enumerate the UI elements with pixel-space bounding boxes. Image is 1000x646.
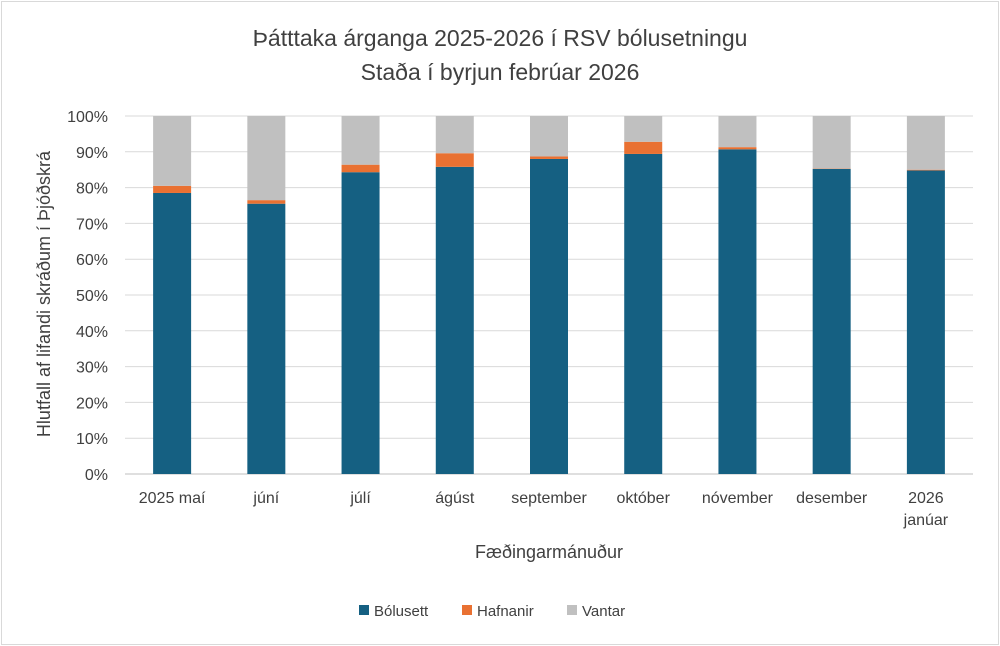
chart-subtitle: Staða í byrjun febrúar 2026	[361, 59, 640, 85]
legend: Bólusett Hafnanir Vantar	[359, 603, 625, 620]
bar-hafnanir	[718, 147, 757, 150]
legend-label: Hafnanir	[477, 603, 534, 620]
y-tick-label: 20%	[76, 395, 108, 412]
x-tick-label: 2025 maí	[139, 490, 206, 507]
bar-bólusett	[718, 149, 757, 474]
bar-vantar	[624, 116, 663, 142]
y-tick-label: 10%	[76, 431, 108, 448]
x-axis-title: Fæðingarmánuður	[475, 542, 623, 562]
legend-label: Bólusett	[374, 603, 429, 620]
bar-hafnanir	[906, 169, 945, 171]
bar-bólusett	[247, 203, 286, 474]
bar-vantar	[435, 116, 474, 154]
x-tick-label: júní	[252, 490, 279, 507]
x-tick-label: ágúst	[435, 490, 475, 507]
bar-hafnanir	[341, 164, 380, 173]
bar-vantar	[530, 116, 568, 157]
bar-hafnanir	[530, 156, 568, 159]
bar-bólusett	[906, 170, 945, 474]
bar-vantar	[812, 116, 851, 169]
y-tick-label: 70%	[76, 216, 108, 233]
bar-bólusett	[530, 158, 568, 474]
legend-swatch	[462, 605, 472, 615]
y-tick-label: 100%	[67, 109, 108, 126]
bar-vantar	[341, 116, 380, 165]
bars	[153, 116, 945, 474]
y-tick-label: 80%	[76, 181, 108, 198]
y-axis-title: Hlutfall af lifandi skráðum í Þjóðskrá	[34, 150, 54, 437]
x-axis-ticks: 2025 maí júní júlí ágúst september október nóv…	[139, 490, 949, 529]
x-tick-label: desember	[796, 490, 868, 507]
bar-bólusett	[153, 192, 192, 474]
x-tick-label: júlí	[349, 490, 371, 507]
bar-hafnanir	[624, 141, 663, 154]
bar-bólusett	[435, 166, 474, 474]
legend-label: Vantar	[582, 603, 625, 620]
y-tick-label: 40%	[76, 324, 108, 341]
y-tick-label: 0%	[85, 467, 108, 484]
x-tick-label: 2026	[908, 490, 944, 507]
y-axis-ticks: 0% 10% 20% 30% 40% 50% 60% 70% 80% 90% 100%	[67, 109, 108, 484]
bar-bólusett	[341, 172, 380, 474]
chart-title: Þátttaka árganga 2025-2026 í RSV bóluset…	[253, 25, 748, 51]
y-tick-label: 60%	[76, 252, 108, 269]
bar-bólusett	[624, 153, 663, 474]
bar-hafnanir	[435, 153, 474, 167]
bar-hafnanir	[153, 185, 192, 193]
legend-swatch	[359, 605, 369, 615]
x-tick-label: nóvember	[702, 490, 774, 507]
bar-bólusett	[812, 168, 851, 474]
bar-vantar	[718, 116, 757, 148]
bar-hafnanir	[247, 200, 286, 204]
y-tick-label: 90%	[76, 145, 108, 162]
y-tick-label: 30%	[76, 360, 108, 377]
bar-vantar	[247, 116, 286, 201]
x-tick-label: október	[617, 490, 671, 507]
legend-swatch	[567, 605, 577, 615]
x-tick-label: janúar	[903, 512, 949, 529]
x-tick-label: september	[511, 490, 587, 507]
y-tick-label: 50%	[76, 288, 108, 305]
bar-vantar	[153, 116, 192, 186]
bar-vantar	[906, 116, 945, 170]
